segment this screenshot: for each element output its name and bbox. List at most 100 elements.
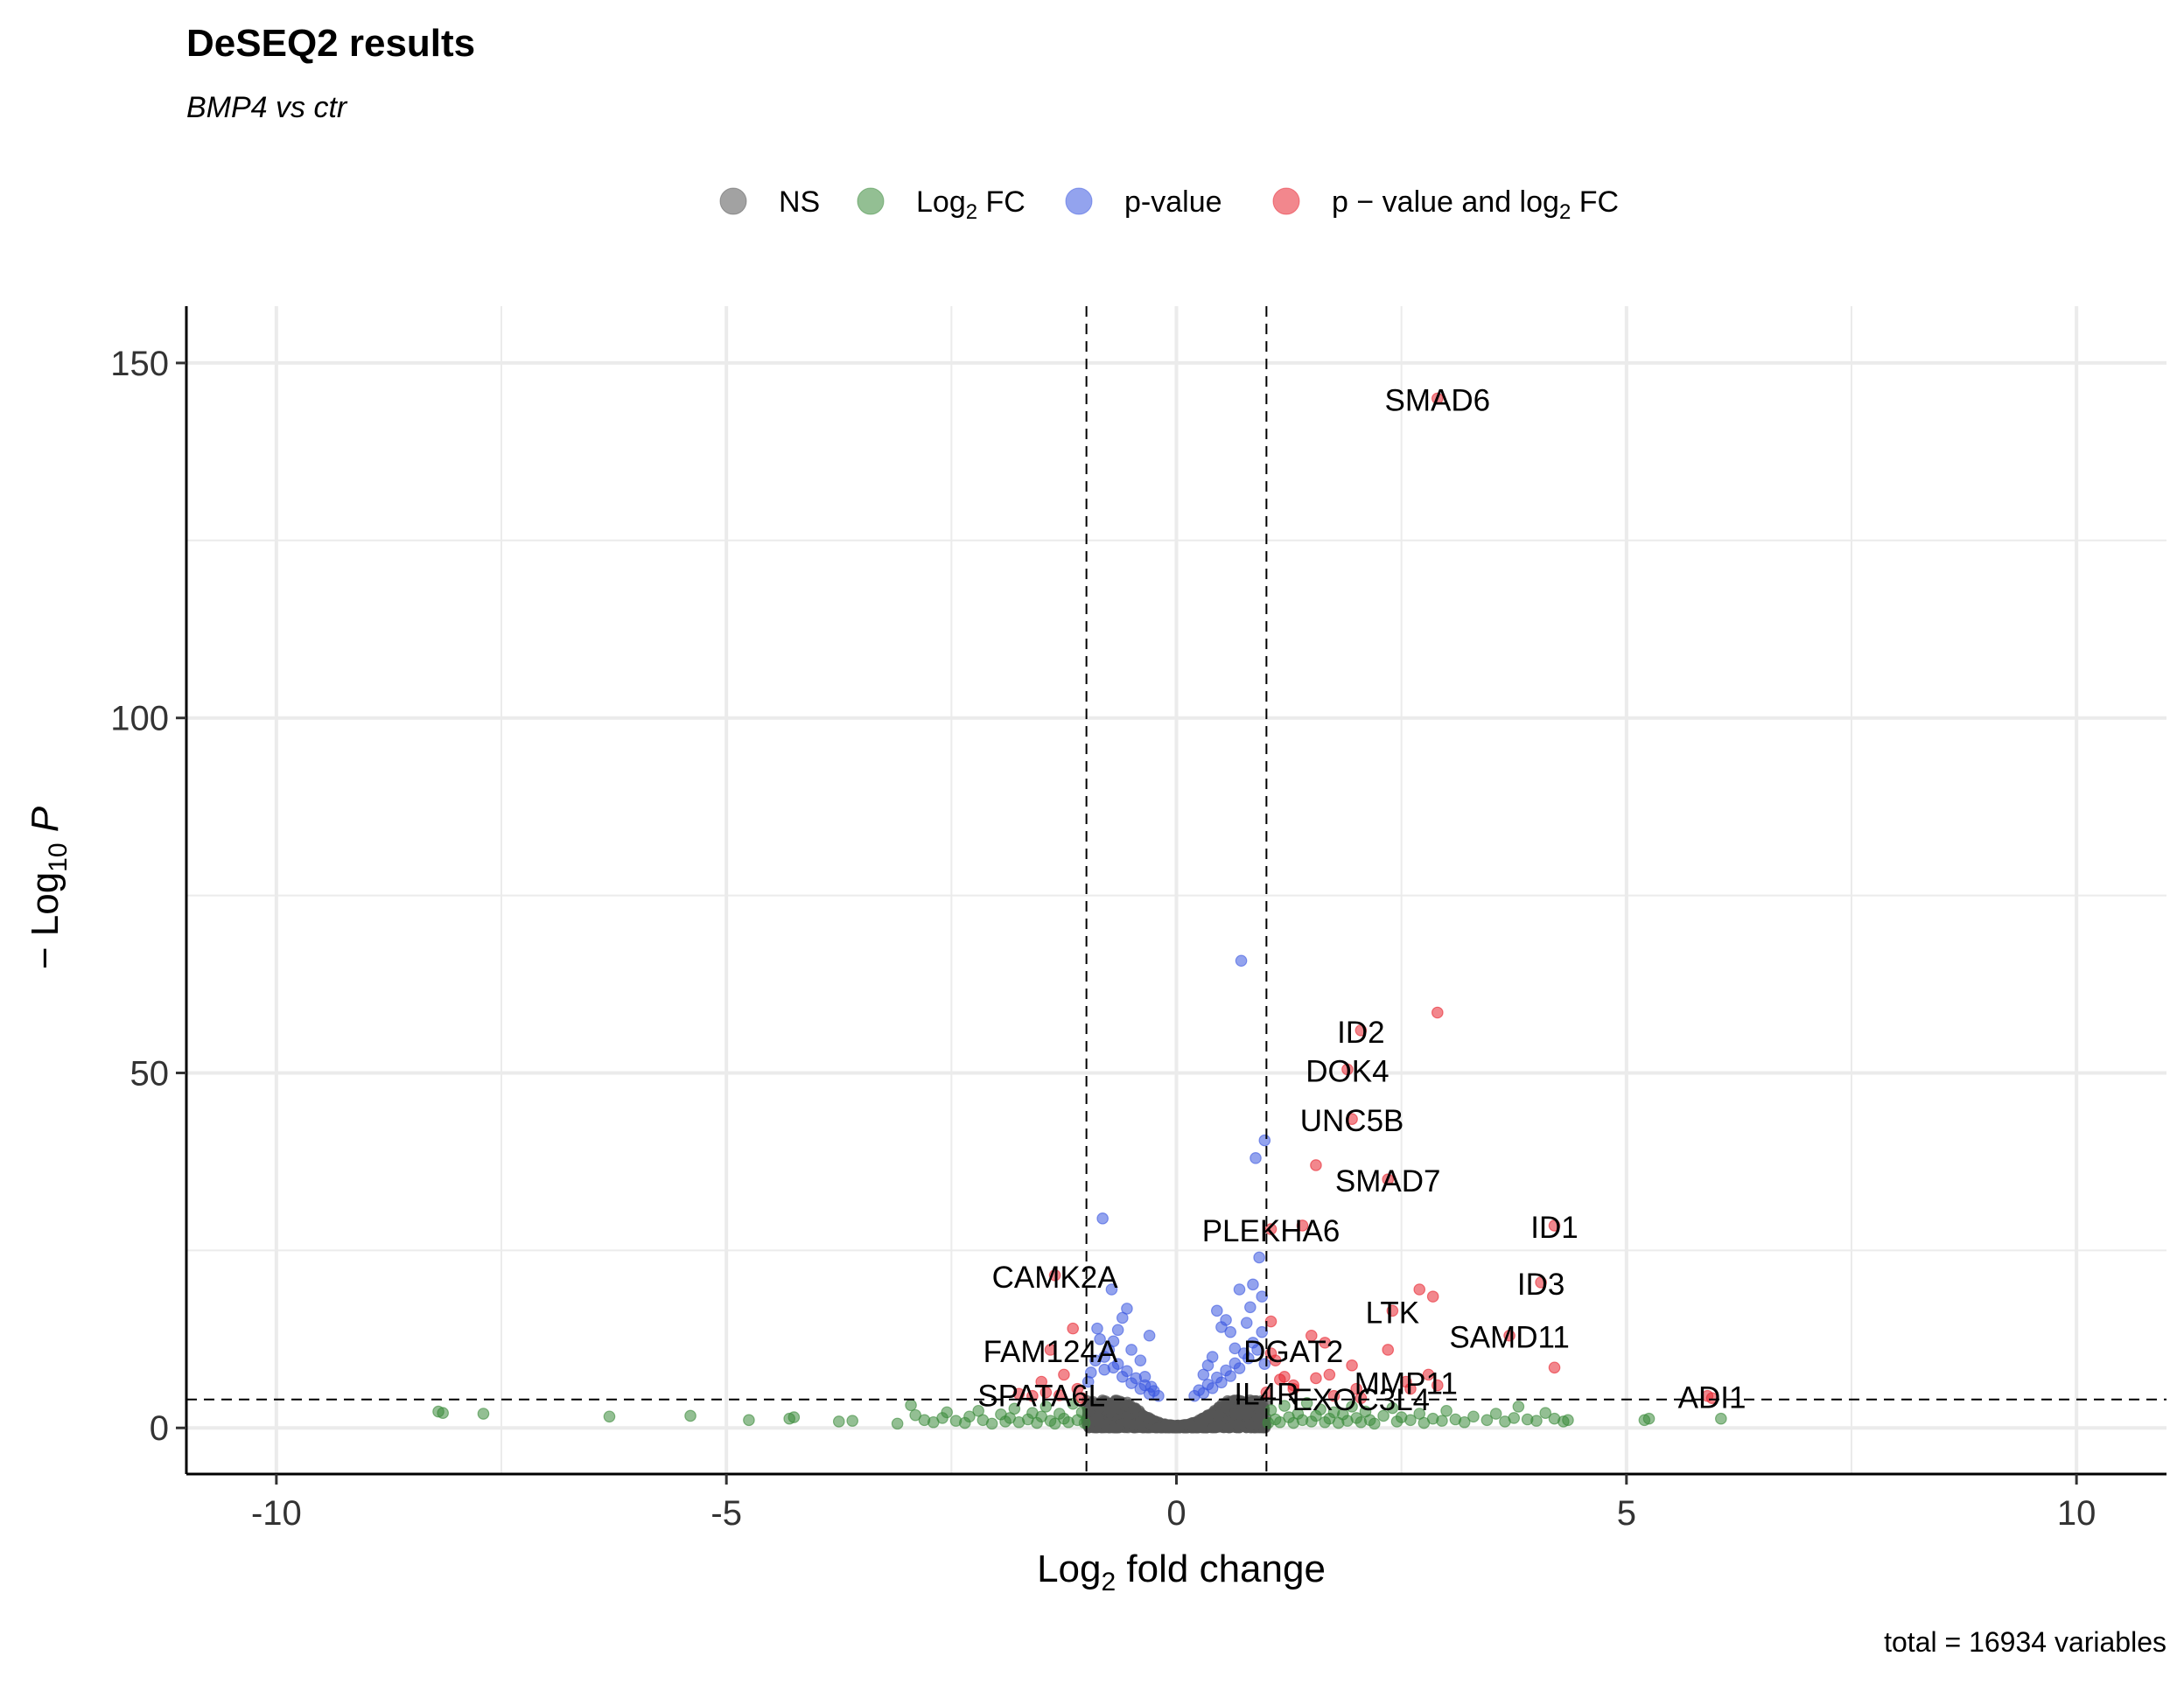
legend-label-ns: NS — [779, 185, 820, 219]
p-value-point — [1224, 1325, 1237, 1338]
gene-label: CAMK2A — [992, 1261, 1119, 1295]
p-value-point — [1256, 1325, 1269, 1338]
p-value-point — [1125, 1344, 1138, 1356]
gene-label: DOK4 — [1306, 1054, 1389, 1088]
x-tick-label: 0 — [1166, 1494, 1186, 1533]
fc-point — [1642, 1412, 1656, 1425]
legend-label-main: p − value and log — [1332, 185, 1559, 219]
p-value-and-fc-point — [1048, 1268, 1061, 1282]
gene-label: IL4R — [1234, 1378, 1298, 1412]
p-value-points — [1082, 954, 1271, 1402]
p-value-and-fc-point — [1382, 1344, 1395, 1356]
p-value-and-fc-point — [1705, 1392, 1718, 1404]
fc-points — [432, 1397, 1727, 1430]
p-value-and-fc-point — [1535, 1276, 1547, 1289]
p-value-and-fc-point — [1053, 1389, 1066, 1401]
legend-symbol-ns — [719, 187, 747, 215]
p-value-and-fc-point — [1432, 1006, 1444, 1019]
p-value-and-fc-point — [1354, 1024, 1368, 1037]
p-value-and-fc-point — [1035, 1375, 1048, 1388]
p-value-point — [1256, 1290, 1269, 1303]
p-value-and-fc-point — [1346, 1359, 1358, 1372]
x-tick-label: 5 — [1617, 1494, 1636, 1533]
fc-point — [1048, 1417, 1061, 1430]
x-axis-label-sub: 2 — [1101, 1568, 1116, 1597]
ns-point — [1214, 1419, 1226, 1431]
legend-label-sub: 2 — [1559, 200, 1571, 224]
legend-label-sub: 2 — [966, 200, 977, 224]
y-axis-label-tail: P — [24, 806, 66, 842]
p-value-and-fc-point — [1413, 1283, 1426, 1296]
p-value-and-fc-point — [1341, 1063, 1354, 1076]
p-value-and-fc-point — [1310, 1372, 1322, 1385]
fc-point — [905, 1399, 917, 1412]
fc-point — [1368, 1417, 1381, 1430]
fc-point — [1480, 1414, 1494, 1427]
p-value-point — [1228, 1342, 1242, 1355]
fc-point — [1715, 1412, 1727, 1425]
y-tick-label: 0 — [150, 1409, 169, 1448]
fc-point — [1273, 1415, 1286, 1429]
p-value-point — [1220, 1314, 1232, 1326]
p-value-point — [1091, 1322, 1103, 1335]
fc-point — [1067, 1397, 1080, 1410]
p-value-point — [1250, 1152, 1262, 1164]
chart-title: DeSEQ2 results — [186, 22, 475, 65]
x-axis-label-main: Log — [1037, 1548, 1101, 1590]
y-axis-label-sub: 10 — [44, 842, 73, 871]
gene-label: PLEKHA6 — [1202, 1214, 1340, 1248]
p-value-and-fc-point — [1503, 1329, 1516, 1342]
legend-symbol-p — [1065, 187, 1093, 215]
cutoff-lines — [186, 306, 2166, 1474]
gene-label: ID3 — [1517, 1268, 1564, 1302]
y-tick-label: 50 — [130, 1054, 170, 1093]
fc-point — [963, 1410, 976, 1423]
x-axis-label: Log2 fold change — [1037, 1548, 1326, 1597]
ns-point — [1110, 1395, 1121, 1407]
p-value-and-fc-point — [1287, 1379, 1300, 1392]
p-value-and-fc-point — [1426, 1290, 1439, 1303]
p-value-and-fc-point — [1305, 1329, 1318, 1342]
fc-point — [891, 1417, 904, 1430]
p-value-point — [1253, 1251, 1265, 1264]
legend: NS Log2 FC p-value p − value and log2 FC — [719, 185, 1619, 224]
fc-point — [1078, 1416, 1091, 1429]
p-value-point — [1258, 1358, 1271, 1371]
p-value-point — [1258, 1134, 1271, 1147]
gene-label: LTK — [1366, 1296, 1420, 1330]
p-value-and-fc-point — [1058, 1368, 1070, 1381]
p-value-point — [1098, 1363, 1111, 1376]
gene-label: UNC5B — [1300, 1104, 1404, 1138]
p-value-point — [1138, 1371, 1152, 1383]
p-value-and-fc-points — [1012, 392, 1718, 1404]
fc-point — [743, 1414, 755, 1427]
ns-point — [1185, 1419, 1196, 1430]
ns-point — [1247, 1395, 1259, 1407]
p-value-point — [1107, 1335, 1120, 1348]
p-value-point — [1134, 1354, 1147, 1366]
fc-point — [941, 1406, 953, 1419]
ns-point — [1223, 1422, 1235, 1434]
legend-label-pfc: p − value and log2 FC — [1332, 185, 1619, 224]
p-value-and-fc-point — [1264, 1347, 1278, 1359]
y-tick-label: 150 — [110, 345, 169, 383]
fc-point — [1346, 1401, 1358, 1413]
ns-points — [1081, 1394, 1272, 1434]
p-value-and-fc-point — [1296, 1219, 1309, 1232]
fc-point — [1040, 1401, 1053, 1413]
p-value-and-fc-point — [1044, 1344, 1057, 1356]
p-value-and-fc-point — [1264, 1315, 1278, 1328]
fc-point — [1489, 1408, 1502, 1420]
fc-point — [1377, 1409, 1390, 1422]
x-axis-label-tail: fold change — [1116, 1548, 1326, 1590]
fc-point — [1404, 1414, 1417, 1427]
p-value-and-fc-point — [1382, 1173, 1395, 1186]
p-value-point — [1206, 1382, 1219, 1394]
legend-label-fc: Log2 FC — [916, 185, 1026, 224]
p-value-point — [1096, 1212, 1109, 1225]
gene-label: FAM124A — [984, 1335, 1118, 1369]
gene-label: SPATA6L — [977, 1379, 1105, 1413]
